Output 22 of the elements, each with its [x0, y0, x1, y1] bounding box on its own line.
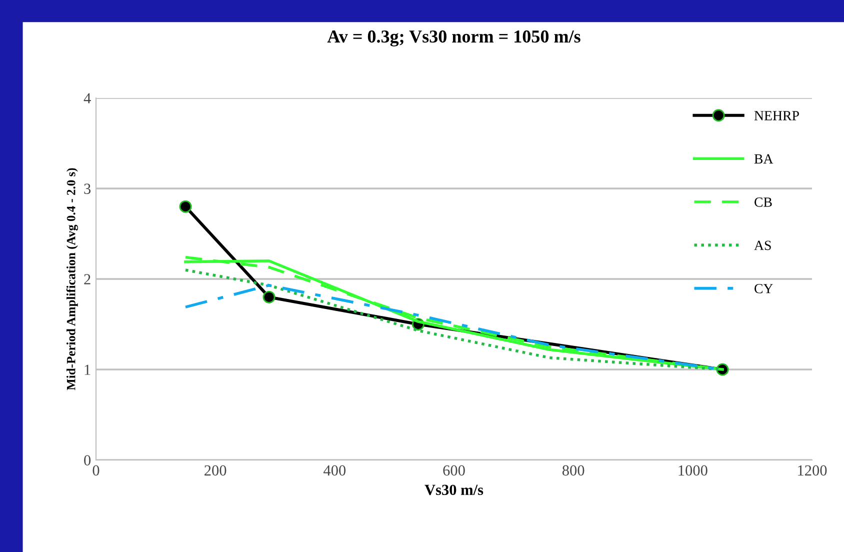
x-axis-title: Vs30 m/s — [424, 484, 484, 496]
legend-label: CB — [754, 197, 772, 207]
y-axis-title: Mid-Period Amplification (Avg 0.4 - 2.0 s) — [66, 168, 78, 390]
y-tick-label: 4 — [84, 93, 91, 104]
point — [179, 200, 192, 213]
y-tick-label: 3 — [84, 184, 91, 194]
y-tick-label: 2 — [84, 274, 90, 284]
chart-title: Av = 0.3g; Vs30 norm = 1050 m/s — [327, 30, 580, 46]
legend-label: AS — [754, 240, 771, 250]
y-tick-label: 0 — [84, 455, 91, 466]
legend-label: CY — [754, 284, 773, 294]
x-tick-label: 400 — [324, 465, 346, 476]
x-tick-label: 1200 — [798, 465, 827, 476]
x-tick-label: 200 — [204, 465, 226, 476]
x-tick-label: 800 — [562, 465, 584, 476]
legend-label: NEHRP — [754, 111, 799, 120]
x-tick-label: 600 — [443, 465, 465, 476]
point — [262, 290, 276, 304]
y-tick-label: 1 — [84, 364, 90, 375]
x-tick-label: 0 — [92, 465, 100, 476]
x-tick-label: 1000 — [678, 465, 708, 476]
legend-label: BA — [754, 154, 774, 164]
